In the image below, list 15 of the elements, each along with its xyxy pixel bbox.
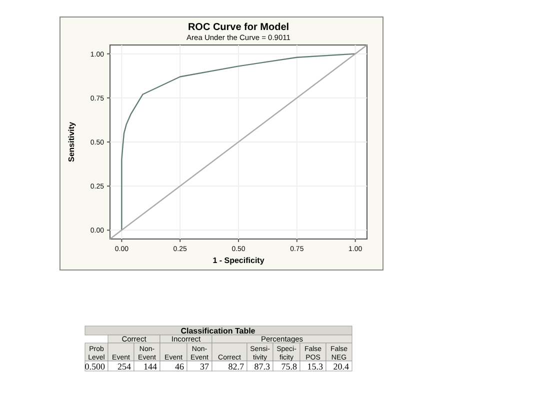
- y-axis-title: Sensitivity: [67, 121, 76, 162]
- line-series: [121, 53, 356, 231]
- text: 87.3: [254, 362, 270, 372]
- text: 46: [175, 362, 184, 372]
- text: Classification Table: [180, 326, 256, 336]
- text: 0.500: [84, 362, 106, 372]
- text: 20.4: [333, 362, 350, 372]
- x-axis-title: 1 - Specificity: [212, 256, 265, 265]
- chart-title: ROC Curve for Model: [188, 22, 290, 33]
- text: 75.8: [281, 362, 298, 372]
- text: 82.7: [228, 362, 244, 372]
- text: 37: [200, 362, 210, 372]
- text: 144: [144, 362, 158, 372]
- text: 15.3: [307, 362, 324, 372]
- text: 254: [118, 362, 132, 372]
